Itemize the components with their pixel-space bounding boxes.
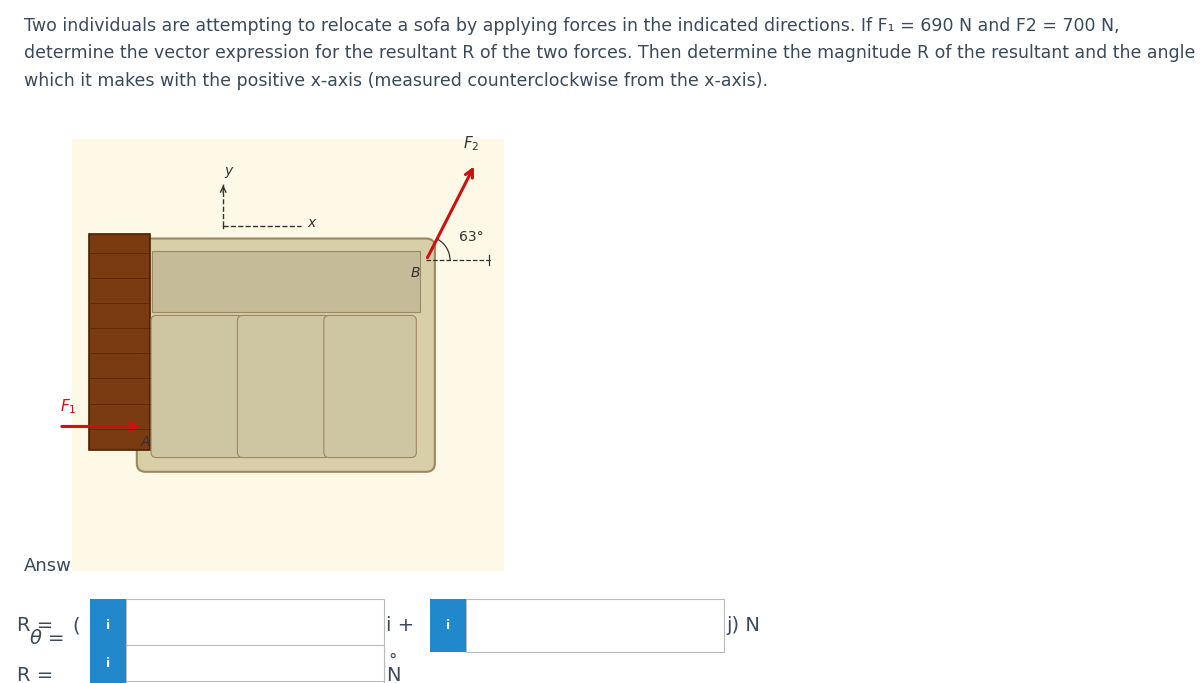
Text: Two individuals are attempting to relocate a sofa by applying forces in the indi: Two individuals are attempting to reloca…: [24, 17, 1120, 35]
Text: x: x: [307, 217, 316, 230]
Text: R =: R =: [17, 616, 53, 635]
FancyBboxPatch shape: [90, 600, 126, 652]
Text: (: (: [72, 616, 79, 635]
Bar: [152, 251, 420, 312]
Text: $F_1$: $F_1$: [60, 397, 77, 416]
Text: B: B: [410, 266, 420, 279]
Text: i: i: [106, 619, 110, 632]
Text: $\theta$ =: $\theta$ =: [29, 629, 64, 648]
FancyBboxPatch shape: [238, 316, 330, 458]
Text: N: N: [386, 666, 401, 683]
FancyBboxPatch shape: [126, 649, 384, 683]
Text: Answers:: Answers:: [24, 557, 106, 574]
FancyBboxPatch shape: [90, 649, 126, 683]
Text: i: i: [445, 619, 450, 632]
Text: °: °: [389, 652, 397, 670]
Text: i: i: [106, 656, 110, 669]
Text: 63°: 63°: [458, 229, 484, 244]
Text: determine the vector expression for the resultant R of the two forces. Then dete: determine the vector expression for the …: [24, 44, 1200, 62]
FancyBboxPatch shape: [137, 238, 434, 472]
Text: which it makes with the positive x-axis (measured counterclockwise from the x-ax: which it makes with the positive x-axis …: [24, 72, 768, 89]
Text: i: i: [106, 669, 110, 682]
FancyBboxPatch shape: [90, 645, 126, 681]
FancyBboxPatch shape: [126, 645, 384, 681]
FancyBboxPatch shape: [151, 316, 244, 458]
Bar: [89, 234, 150, 450]
FancyBboxPatch shape: [126, 600, 384, 652]
Text: R =: R =: [17, 666, 53, 683]
Text: A: A: [140, 435, 150, 449]
Text: i +: i +: [386, 616, 415, 635]
Text: y: y: [224, 164, 233, 178]
FancyBboxPatch shape: [466, 600, 724, 652]
FancyBboxPatch shape: [430, 600, 466, 652]
Text: $F_2$: $F_2$: [463, 135, 479, 153]
Text: j) N: j) N: [726, 616, 760, 635]
FancyBboxPatch shape: [324, 316, 416, 458]
